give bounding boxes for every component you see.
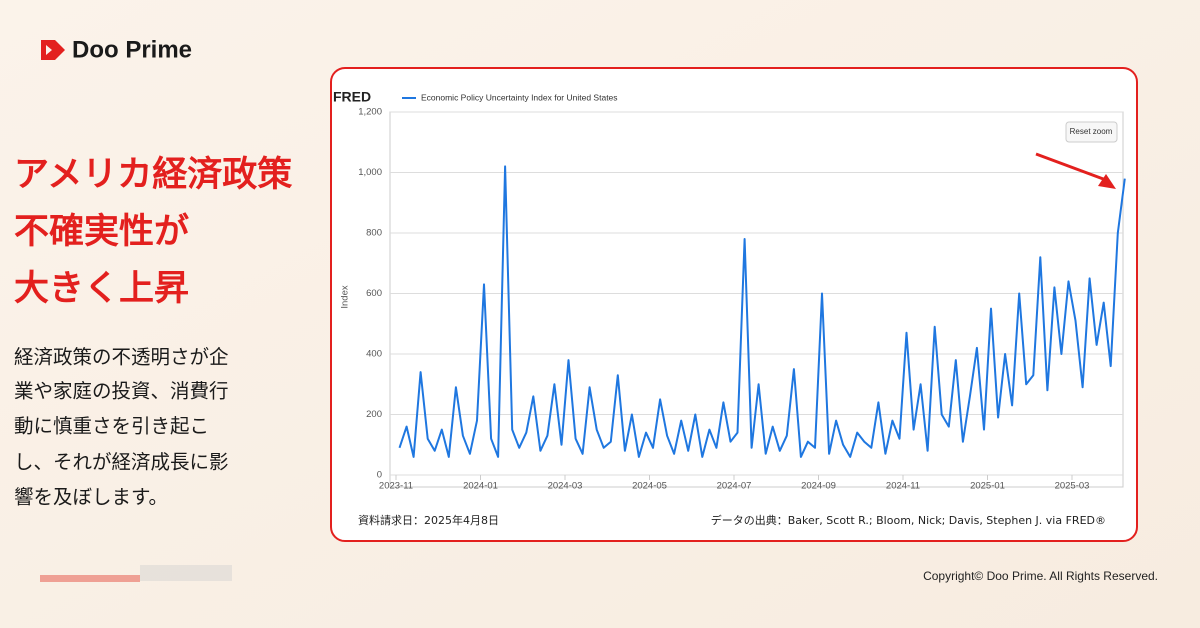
headline: 大きく上昇	[14, 269, 189, 309]
x-tick-label: 2025-03	[1055, 481, 1090, 492]
x-tick-label: 2023-11	[379, 481, 413, 492]
headline: アメリカ経済政策	[14, 155, 292, 195]
headline: 不確実性が	[14, 212, 189, 252]
brand: Doo Prime	[72, 36, 192, 63]
x-tick-label: 2024-03	[548, 481, 583, 492]
plot: 0 200 400 600 800 1,000 1,200 2023-11 2024-01 202…	[358, 107, 1126, 492]
arrow	[1035, 152, 1107, 182]
x-tick-label: 2024-11	[886, 481, 920, 492]
x-tick-label: 2024-01	[463, 481, 498, 492]
x-tick-label: 2024-05	[632, 481, 667, 492]
source-logo: FRED	[333, 89, 371, 105]
body-text: 業や家庭の投資、消費行	[14, 380, 229, 403]
data-source: データの出典：Baker, Scott R.; Bloom, Nick; Dav…	[711, 513, 1106, 527]
y-tick-label: 200	[366, 409, 382, 420]
request-date: 資料請求日：2025年4月8日	[358, 513, 499, 527]
body-text: 響を及ぼします。	[14, 486, 168, 509]
body-text: し、それが経済成長に影	[14, 451, 229, 474]
body-text: 経済政策の不透明さが企	[14, 346, 229, 369]
y-tick-label: 1,200	[358, 107, 382, 118]
x-tick-label: 2024-09	[801, 481, 836, 492]
stripes	[40, 565, 232, 582]
plot-area	[389, 111, 1124, 488]
copyright: Copyright© Doo Prime. All Rights Reserve…	[923, 569, 1158, 583]
y-tick-label: 800	[366, 228, 382, 239]
logo-icon	[41, 40, 65, 60]
body-text: 動に慎重さを引き起こ	[14, 415, 209, 438]
legend-label: Economic Policy Uncertainty Index for Un…	[421, 92, 618, 102]
y-axis-label: Index	[340, 285, 351, 308]
reset-zoom-label[interactable]: Reset zoom	[1070, 127, 1113, 136]
x-tick-label: 2025-01	[970, 481, 1005, 492]
arrow-head	[1098, 174, 1116, 189]
y-tick-label: 400	[366, 349, 382, 360]
x-tick-label: 2024-07	[717, 481, 752, 492]
reset-zoom-button[interactable]	[1065, 121, 1118, 143]
line-series	[398, 165, 1126, 458]
y-tick-label: 600	[366, 288, 382, 299]
y-tick-label: 1,000	[358, 167, 382, 178]
y-tick-label: 0	[377, 470, 382, 481]
